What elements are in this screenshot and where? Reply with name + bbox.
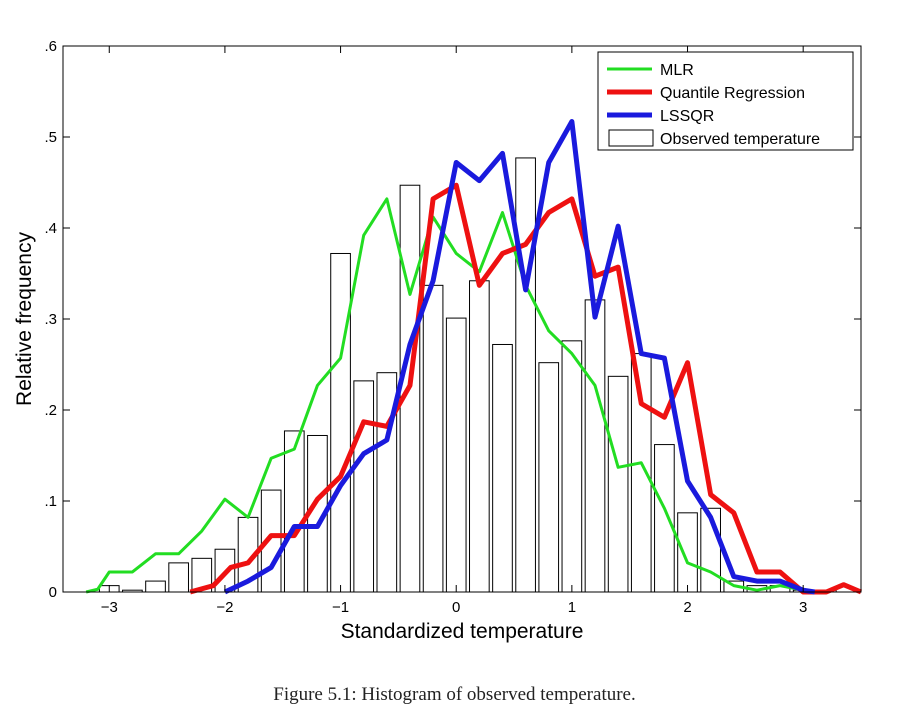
histogram-bar	[492, 343, 513, 593]
histogram-chart: −3 −2 −1 0 1 2 3 0 .1 .2 .3 .4 .5 .6 MLR Quantile Regr…	[13, 38, 862, 643]
histogram-bar	[607, 375, 629, 593]
legend-swatch	[608, 129, 654, 147]
legend: MLR Quantile Regression LSSQR Observed temp…	[597, 51, 854, 151]
x-tick-label: −3	[101, 599, 118, 616]
x-tick-label: −1	[332, 599, 349, 616]
x-tick-label: 1	[568, 599, 576, 616]
x-tick-label: 3	[799, 599, 807, 616]
bars-layer	[98, 157, 837, 593]
histogram-bar	[469, 280, 490, 593]
legend-label: LSSQR	[660, 108, 714, 125]
histogram-bar	[168, 562, 189, 593]
y-tick-label: .3	[44, 311, 57, 328]
histogram-bar	[515, 157, 536, 593]
histogram-bar	[654, 444, 675, 593]
y-tick-label: .6	[44, 38, 57, 55]
histogram-bar	[283, 430, 305, 593]
histogram-bar	[330, 252, 351, 593]
figure-caption: Figure 5.1: Histogram of observed temper…	[273, 684, 636, 705]
series-line-quantile-regression	[189, 182, 862, 595]
y-tick-label: .4	[44, 220, 57, 237]
ticks-layer: −3 −2 −1 0 1 2 3 0 .1 .2 .3 .4 .5 .6	[44, 38, 861, 616]
y-axis-label: Relative frequency	[13, 232, 36, 406]
legend-label: Observed temperature	[660, 131, 820, 148]
histogram-bar	[584, 299, 606, 593]
histogram-bar	[561, 340, 583, 593]
legend-label: MLR	[660, 62, 694, 79]
y-tick-label: 0	[49, 584, 57, 601]
y-tick-label: .5	[44, 129, 57, 146]
histogram-bar	[677, 512, 698, 593]
x-tick-label: 2	[683, 599, 691, 616]
histogram-bar	[353, 380, 375, 593]
x-tick-label: −2	[216, 599, 233, 616]
x-axis-label: Standardized temperature	[341, 620, 584, 643]
x-tick-label: 0	[452, 599, 460, 616]
legend-label: Quantile Regression	[660, 85, 805, 102]
y-tick-label: .1	[44, 493, 57, 510]
histogram-bar	[145, 580, 166, 593]
histogram-bar	[422, 284, 444, 593]
series-line-lssqr	[223, 119, 816, 595]
histogram-bar	[445, 317, 467, 593]
lines-layer	[85, 119, 862, 595]
histogram-bar	[538, 362, 560, 593]
y-tick-label: .2	[44, 402, 57, 419]
